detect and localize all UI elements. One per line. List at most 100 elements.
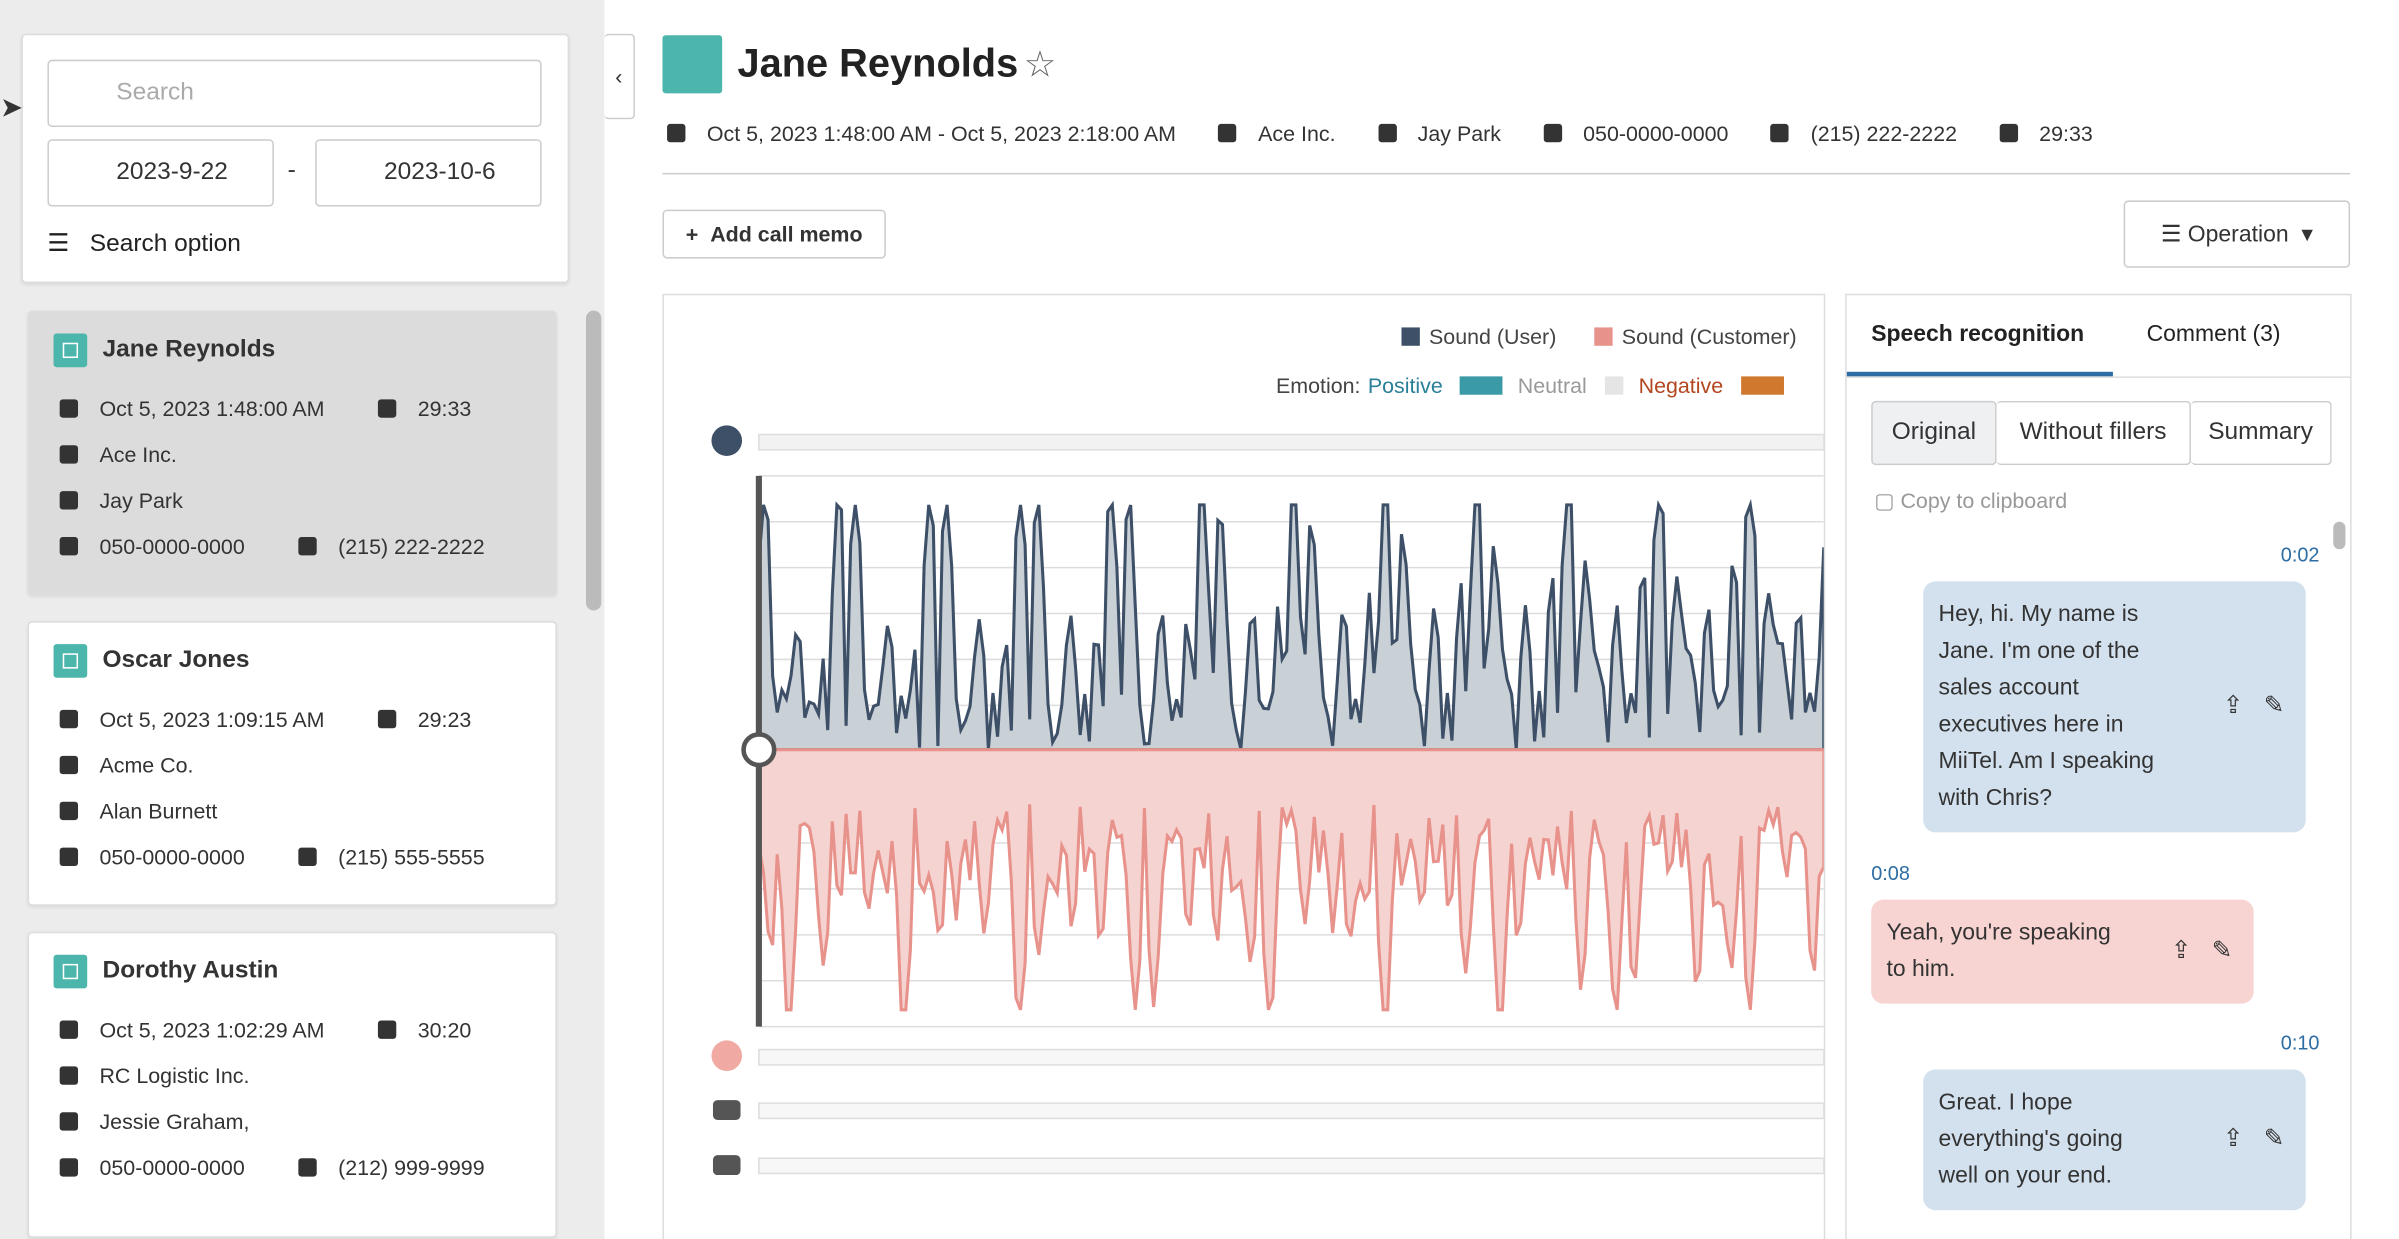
customer-phone: (212) 999-9999 — [338, 1155, 485, 1180]
icon — [53, 954, 88, 989]
emotion-track — [758, 433, 1824, 451]
name: Dorothy Austin — [102, 957, 279, 984]
subtab[interactable]: Original — [1871, 400, 1997, 466]
subtabs: Original Without fillers Summary — [1871, 400, 2332, 466]
date-from[interactable]: 2023-9-22 — [47, 139, 274, 207]
datetime: Oct 5, 2023 1:48:00 AM — [99, 396, 325, 421]
emotion-neutral: Neutral — [1518, 374, 1587, 398]
label: Add call memo — [710, 221, 863, 247]
cursor: ➤ — [0, 91, 24, 123]
copy-button[interactable]: ▢ Copy to clipboard — [1874, 488, 2068, 513]
header-icon — [662, 35, 723, 94]
emotion-label: Emotion: — [1276, 374, 1360, 398]
customer-phone: (215) 222-2222 — [1810, 120, 1958, 146]
track — [758, 1048, 1824, 1066]
search-input[interactable]: Search — [47, 59, 542, 127]
user-wave — [757, 498, 1824, 752]
call-card: Jane Reynolds Oct 5, 2023 1:48:00 AM 29:33… — [27, 310, 557, 596]
row: 050-0000-0000 (215) 222-2222 — [54, 523, 531, 569]
label: Copy to clipboard — [1900, 488, 2068, 513]
meta-row: Oct 5, 2023 1:48:00 AM - Oct 5, 2023 2:1… — [667, 121, 2093, 145]
placeholder: Search — [116, 79, 194, 106]
message-actions[interactable]: ⇪ ✎ — [2222, 1126, 2285, 1153]
timestamp: 0:10 — [2280, 1031, 2320, 1055]
positive-icon — [711, 425, 743, 456]
row: 050-0000-0000 (215) 555-5555 — [54, 834, 531, 880]
phone: 050-0000-0000 — [99, 844, 245, 870]
contact: Jay Park — [99, 488, 183, 513]
row: Jessie Graham, — [54, 1099, 531, 1145]
message-bubble: Great. I hope everything's going well on… — [1923, 1069, 2306, 1211]
contact: Jay Park — [1417, 120, 1502, 146]
message-bubble: Yeah, you're speaking to him. ⇪ ✎ — [1871, 899, 2254, 1004]
customer-phone: (215) 555-5555 — [338, 844, 485, 870]
contact: Jessie Graham, — [99, 1109, 250, 1134]
date: 2023-10-6 — [384, 159, 496, 186]
label: Operation — [2187, 221, 2289, 248]
waveform: Sound (User) Sound (Customer) Emotion: P… — [711, 325, 1824, 1176]
date-to[interactable]: 2023-10-6 — [315, 139, 542, 207]
date: 2023-9-22 — [116, 159, 228, 186]
company: Ace Inc. — [99, 442, 177, 467]
icon — [53, 333, 88, 368]
neutral-scale — [1604, 376, 1624, 395]
row: Oct 5, 2023 1:48:00 AM 29:33 — [54, 386, 531, 432]
message-actions[interactable]: ⇪ ✎ — [2222, 693, 2285, 720]
divider — [1846, 376, 2351, 378]
row: Oct 5, 2023 1:09:15 AM 29:23 — [54, 696, 531, 742]
sidebar: Search 2023-9-22 - 2023-10-6 ☰ Search op… — [0, 0, 605, 1239]
emotion-positive: Positive — [1368, 374, 1443, 398]
duration: 30:20 — [417, 1017, 472, 1042]
datetime: Oct 5, 2023 1:48:00 AM - Oct 5, 2023 2:1… — [706, 120, 1177, 146]
emotion-negative: Negative — [1639, 374, 1724, 398]
transcript-panel: Speech recognition Comment (3) Original … — [1845, 293, 2352, 1239]
duration: 29:33 — [417, 396, 472, 421]
scrollbar[interactable] — [585, 310, 602, 611]
call-name: Oscar Jones — [53, 644, 531, 678]
datetime: Oct 5, 2023 1:09:15 AM — [99, 706, 325, 732]
duration: 29:33 — [2039, 120, 2093, 146]
add-memo-button[interactable]: + Add call memo — [662, 209, 886, 259]
legend-swatch — [1594, 327, 1613, 346]
name: Oscar Jones — [102, 647, 250, 674]
customer-phone: (215) 222-2222 — [338, 533, 485, 559]
star[interactable]: ☆ — [1023, 44, 1057, 86]
comment-icon — [712, 1100, 741, 1120]
message-bubble: Hey, hi. My name is Jane. I'm one of the… — [1923, 581, 2306, 833]
phone: 050-0000-0000 — [99, 1155, 245, 1180]
operation-button[interactable]: ☰ Operation ▾ — [2123, 200, 2351, 268]
company: Ace Inc. — [1258, 120, 1336, 146]
message-text: Hey, hi. My name is Jane. I'm one of the… — [1938, 601, 2155, 811]
divider — [662, 172, 2351, 175]
duration: 29:23 — [417, 706, 472, 732]
scrollbar[interactable] — [2333, 521, 2346, 550]
search-option[interactable]: ☰ Search option — [47, 231, 241, 258]
search-card: Search 2023-9-22 - 2023-10-6 ☰ Search op… — [21, 33, 570, 284]
call-name: Jane Reynolds — [53, 333, 531, 368]
company: Acme Co. — [99, 752, 194, 778]
row: RC Logistic Inc. — [54, 1053, 531, 1099]
legend-customer: Sound (Customer) — [1622, 325, 1797, 349]
title: Jane Reynolds — [737, 39, 1019, 86]
timestamp: 0:02 — [2280, 543, 2320, 567]
subtab[interactable]: Summary — [2190, 400, 2332, 466]
timestamp: 0:08 — [1871, 861, 1910, 885]
row: Alan Burnett — [54, 788, 531, 834]
tab[interactable]: Speech recognition — [1871, 321, 2085, 348]
message-actions[interactable]: ⇪ ✎ — [2170, 937, 2233, 964]
row: Ace Inc. — [54, 431, 531, 477]
collapse-button[interactable]: ‹ — [604, 33, 635, 120]
phone: 050-0000-0000 — [99, 533, 245, 559]
row: 050-0000-0000 (212) 999-9999 — [54, 1144, 531, 1190]
row: Jay Park — [54, 477, 531, 523]
call-name: Dorothy Austin — [53, 954, 531, 989]
track — [758, 1157, 1824, 1175]
row: Oct 5, 2023 1:02:29 AM 30:20 — [54, 1007, 531, 1053]
tab[interactable]: Comment (3) — [2146, 321, 2281, 348]
subtab[interactable]: Without fillers — [1996, 400, 2191, 466]
call-card: Dorothy Austin Oct 5, 2023 1:02:29 AM 30:2… — [27, 931, 557, 1238]
playhead-handle[interactable] — [741, 732, 777, 768]
company: RC Logistic Inc. — [99, 1063, 250, 1088]
contact: Alan Burnett — [99, 798, 218, 824]
